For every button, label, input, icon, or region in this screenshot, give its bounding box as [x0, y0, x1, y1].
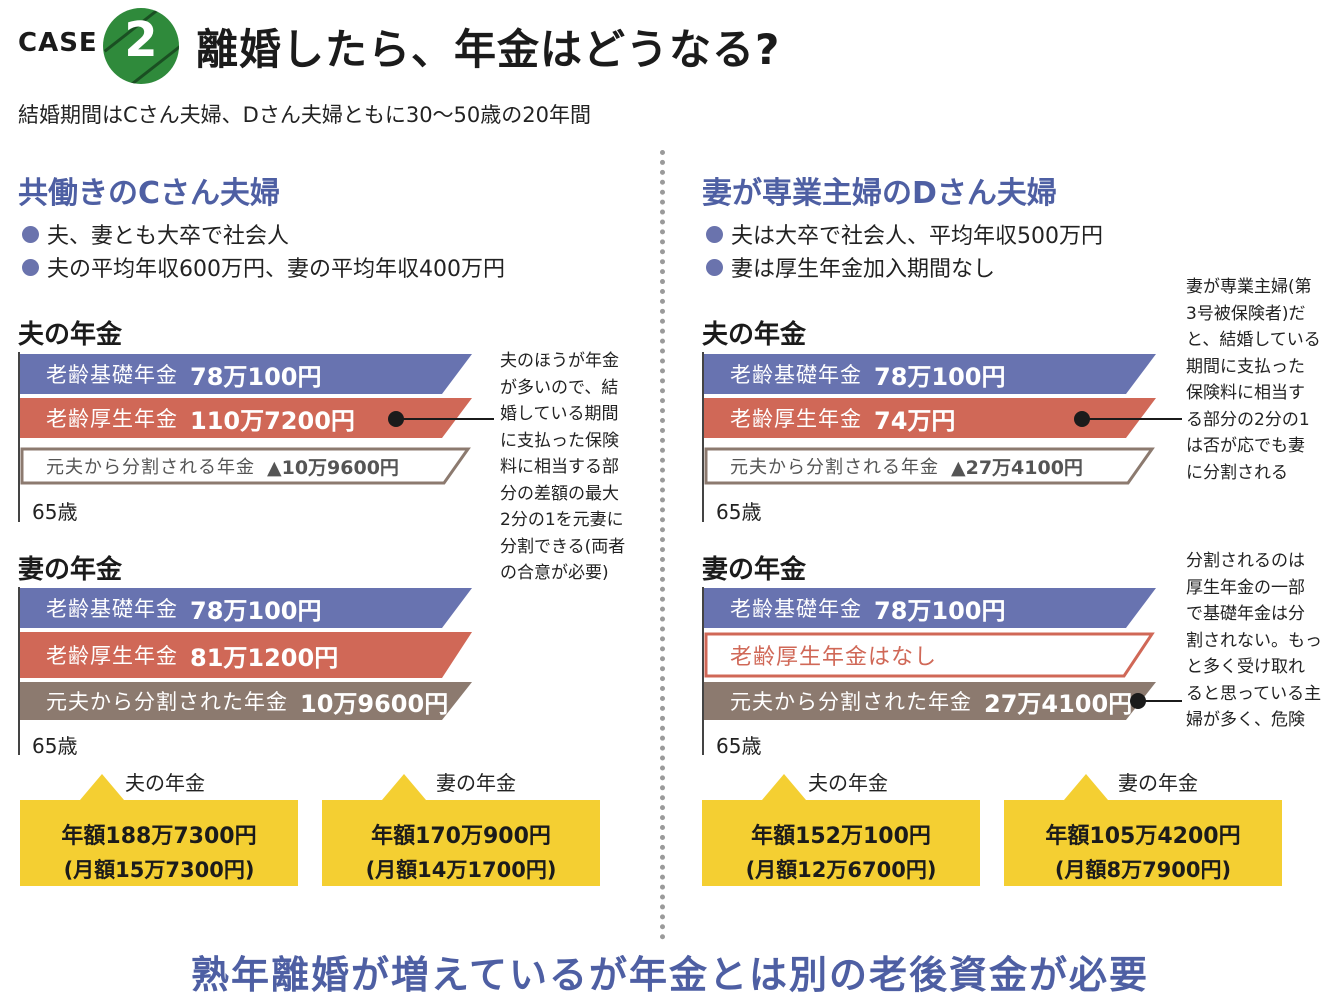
right-husband-employee-bar: 老齢厚生年金 74万円 — [704, 398, 1156, 438]
left-section-title: 共働きのCさん夫婦 — [18, 176, 281, 211]
summary-annual: 年額152万100円 — [751, 824, 931, 849]
outline-bar-shape — [20, 447, 471, 485]
bar-label: 老齢基礎年金 — [730, 363, 862, 387]
page-subtitle: 結婚期間はCさん夫婦、Dさん夫婦ともに30〜50歳の20年間 — [18, 103, 591, 127]
bar-amount: 110万7200円 — [190, 406, 355, 435]
right-bullet-1: 夫は大卒で社会人、平均年収500万円 — [706, 218, 1103, 250]
bar-label: 老齢厚生年金 — [46, 644, 178, 668]
right-wife-split-bar: 元夫から分割された年金 27万4100円 — [704, 682, 1156, 720]
left-wife-title: 妻の年金 — [18, 555, 123, 585]
right-note-2: 分割されるのは 厚生年金の一部 で基礎年金は分 割されない。もっ と多く受け取れ… — [1186, 551, 1322, 730]
bar-amount: 74万円 — [874, 406, 956, 435]
outline-bar-shape — [704, 632, 1155, 678]
age-label: 65歳 — [716, 500, 762, 524]
bar-amount: 81万1200円 — [190, 643, 339, 672]
bar-label: 元夫から分割された年金 — [730, 690, 972, 714]
bar-label: 元夫から分割された年金 — [46, 690, 288, 714]
age-label: 65歳 — [32, 500, 78, 524]
bullet-text: 妻は厚生年金加入期間なし — [731, 257, 996, 282]
right-husband-summary-box: 年額152万100円 (月額12万6700円) — [702, 800, 980, 886]
axis-line — [18, 587, 20, 755]
bullet-dot-icon — [706, 225, 723, 243]
right-bullet-2: 妻は厚生年金加入期間なし — [706, 251, 995, 283]
pointer-line — [396, 418, 494, 420]
bar-amount: 78万100円 — [874, 362, 1006, 391]
bar-amount: 78万100円 — [190, 362, 322, 391]
left-husband-title: 夫の年金 — [18, 320, 123, 350]
bar-label: 老齢厚生年金 — [46, 407, 178, 431]
summary-arrow — [762, 774, 806, 800]
left-wife-split-bar: 元夫から分割された年金 10万9600円 — [20, 682, 472, 720]
summary-monthly: (月額15万7300円) — [63, 858, 255, 882]
axis-line — [702, 587, 704, 755]
right-husband-basic-bar: 老齢基礎年金 78万100円 — [704, 354, 1156, 394]
left-husband-summary-box: 年額188万7300円 (月額15万7300円) — [20, 800, 298, 886]
bar-label: 元夫から分割される年金 — [46, 457, 255, 478]
bullet-text: 夫は大卒で社会人、平均年収500万円 — [731, 224, 1103, 249]
footer-headline: 熟年離婚が増えているが年金とは別の老後資金が必要 — [190, 953, 1150, 997]
bar-label: 老齢厚生年金 — [730, 407, 862, 431]
column-divider — [660, 150, 665, 940]
bullet-dot-icon — [22, 225, 39, 243]
outline-bar-shape — [704, 447, 1155, 485]
bar-label: 老齢基礎年金 — [46, 363, 178, 387]
case-number-badge: 2 — [103, 8, 179, 84]
summary-annual: 年額188万7300円 — [61, 824, 257, 849]
right-wife-title: 妻の年金 — [702, 555, 807, 585]
bar-amount: 27万4100円 — [984, 689, 1133, 718]
summary-annual: 年額170万900円 — [371, 824, 551, 849]
age-label: 65歳 — [716, 734, 762, 758]
case-label: CASE — [18, 28, 98, 58]
right-husband-split-bar: 元夫から分割される年金 ▲27万4100円 — [704, 447, 1156, 485]
left-wife-basic-bar: 老齢基礎年金 78万100円 — [20, 588, 472, 628]
left-bullet-2: 夫の平均年収600万円、妻の平均年収400万円 — [22, 251, 505, 283]
left-wife-summary-box: 年額170万900円 (月額14万1700円) — [322, 800, 600, 886]
bar-amount: 78万100円 — [874, 596, 1006, 625]
summary-label: 妻の年金 — [1118, 771, 1198, 795]
page-title: 離婚したら、年金はどうなる? — [196, 25, 781, 74]
bar-label: 元夫から分割される年金 — [730, 457, 939, 478]
summary-arrow — [80, 774, 124, 800]
left-husband-split-bar: 元夫から分割される年金 ▲10万9600円 — [20, 447, 472, 485]
axis-line — [702, 352, 704, 522]
bar-amount: ▲27万4100円 — [951, 456, 1083, 479]
case-number: 2 — [124, 12, 158, 68]
summary-label: 夫の年金 — [125, 771, 205, 795]
left-husband-basic-bar: 老齢基礎年金 78万100円 — [20, 354, 472, 394]
left-note: 夫のほうが年金 が多いので、結 婚している期間 に支払った保険 料に相当する部 … — [500, 351, 626, 583]
right-husband-title: 夫の年金 — [702, 320, 807, 350]
bar-label: 老齢基礎年金 — [46, 597, 178, 621]
bullet-text: 夫、妻とも大卒で社会人 — [47, 224, 290, 249]
summary-monthly: (月額8万7900円) — [1054, 858, 1232, 882]
bar-label: 老齢基礎年金 — [730, 597, 862, 621]
pointer-line — [1082, 418, 1182, 420]
right-section-title: 妻が専業主婦のDさん夫婦 — [702, 176, 1057, 211]
summary-label: 妻の年金 — [436, 771, 516, 795]
bullet-dot-icon — [22, 258, 39, 276]
pointer-line — [1138, 700, 1182, 702]
right-wife-employee-none-bar: 老齢厚生年金はなし — [704, 632, 1156, 678]
right-wife-basic-bar: 老齢基礎年金 78万100円 — [704, 588, 1156, 628]
summary-monthly: (月額12万6700円) — [745, 858, 937, 882]
bar-amount: 10万9600円 — [300, 689, 449, 718]
left-wife-employee-bar: 老齢厚生年金 81万1200円 — [20, 632, 472, 678]
summary-arrow — [382, 774, 426, 800]
bar-amount: 78万100円 — [190, 596, 322, 625]
bullet-text: 夫の平均年収600万円、妻の平均年収400万円 — [47, 257, 505, 282]
right-wife-summary-box: 年額105万4200円 (月額8万7900円) — [1004, 800, 1282, 886]
summary-arrow — [1064, 774, 1108, 800]
summary-annual: 年額105万4200円 — [1045, 824, 1241, 849]
axis-line — [18, 352, 20, 522]
bullet-dot-icon — [706, 258, 723, 276]
left-bullet-1: 夫、妻とも大卒で社会人 — [22, 218, 289, 250]
summary-label: 夫の年金 — [808, 771, 888, 795]
bar-label: 老齢厚生年金はなし — [730, 645, 938, 670]
bar-amount: ▲10万9600円 — [267, 456, 399, 479]
right-note-1: 妻が専業主婦(第 3号被保険者)だ と、結婚している 期間に支払った 保険料に相… — [1186, 277, 1321, 483]
summary-monthly: (月額14万1700円) — [365, 858, 557, 882]
age-label: 65歳 — [32, 734, 78, 758]
